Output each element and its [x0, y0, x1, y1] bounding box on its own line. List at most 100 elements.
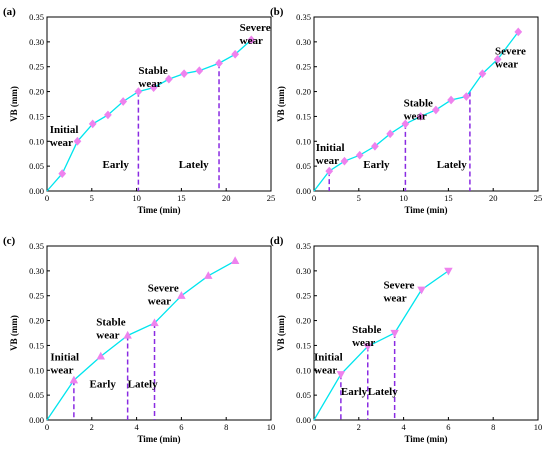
stage-annotation: wear: [138, 78, 161, 90]
data-point-marker: [416, 112, 425, 121]
stage-annotation: Lately: [179, 159, 209, 171]
x-tick-label: 4: [134, 422, 139, 432]
panel-label: (a): [3, 6, 16, 18]
data-point-marker: [363, 343, 373, 352]
y-tick-label: 0.00: [296, 186, 311, 196]
plot-frame: [313, 16, 539, 192]
panel-d: 0 2 4 6 8 10 0.00 0.05 0.10 0.15 0.20 0.25 0.30 0.35 T…: [270, 235, 542, 444]
panel-label: (d): [270, 235, 284, 247]
y-tick-label: 0.25: [29, 62, 44, 72]
stage-annotation: wear: [314, 364, 337, 376]
stage-annotation: Initial: [50, 124, 79, 136]
stage-annotation: wear: [50, 364, 73, 376]
x-axis-title: Time (min): [404, 434, 447, 444]
data-point-marker: [96, 351, 106, 360]
x-tick-label: 15: [177, 193, 186, 203]
y-tick-label: 0.05: [29, 390, 44, 400]
stage-annotation: Stable: [138, 65, 167, 77]
stage-annotation: Stable: [404, 97, 433, 109]
data-point-marker: [180, 69, 188, 79]
y-tick-label: 0.00: [296, 415, 311, 425]
data-point-marker: [478, 69, 487, 79]
y-tick-label: 0.20: [296, 87, 311, 97]
x-tick-label: 0: [45, 193, 49, 203]
stage-annotation: Early: [363, 159, 390, 171]
stage-annotation: Stable: [96, 317, 125, 329]
x-tick-label: 5: [90, 193, 94, 203]
y-tick-label: 0.30: [296, 37, 311, 47]
y-tick-label: 0.30: [29, 266, 44, 276]
x-tick-label: 0: [312, 422, 316, 432]
panel-label: (b): [270, 6, 284, 18]
panel-c: 0 2 4 6 8 10 0.00 0.05 0.10 0.15 0.20 0.25 0.30 0.35 T…: [3, 235, 275, 444]
data-point-marker: [336, 371, 346, 379]
data-point-marker: [134, 87, 143, 96]
panel-b: 0 5 10 15 20 25 0.00 0.05 0.10 0.15 0.20 0.25 0.30 0.…: [270, 6, 542, 215]
data-point-marker: [215, 58, 223, 68]
wear-curve-line: [313, 270, 449, 421]
stage-annotation: Lately: [368, 386, 398, 398]
data-point-marker: [69, 375, 79, 384]
data-point-marker: [390, 329, 399, 338]
y-axis-title: VB (mm): [276, 315, 286, 351]
data-point-marker: [247, 35, 256, 45]
y-tick-label: 0.20: [29, 316, 44, 326]
x-axis-title: Time (min): [404, 205, 447, 215]
data-point-marker: [371, 141, 379, 151]
stage-annotation: wear: [404, 110, 427, 122]
y-tick-label: 0.35: [29, 241, 44, 251]
y-axis-title: VB (mm): [9, 315, 19, 351]
y-tick-label: 0.20: [296, 316, 311, 326]
y-tick-label: 0.30: [29, 37, 44, 47]
y-tick-label: 0.25: [296, 291, 311, 301]
y-tick-label: 0.15: [29, 340, 44, 350]
stage-annotation: Initial: [50, 351, 79, 363]
y-tick-label: 0.05: [29, 161, 44, 171]
stage-annotation: Early: [103, 159, 130, 171]
x-tick-label: 20: [222, 193, 231, 203]
data-point-marker: [177, 291, 186, 299]
data-point-marker: [386, 129, 395, 139]
y-tick-label: 0.20: [29, 87, 44, 97]
x-tick-label: 4: [401, 422, 406, 432]
data-point-marker: [444, 267, 453, 276]
x-tick-label: 8: [491, 422, 495, 432]
plot-frame: [46, 245, 272, 421]
data-point-marker: [231, 49, 240, 59]
stage-annotation: Initial: [314, 351, 343, 363]
stage-annotation: Severe: [148, 283, 179, 295]
data-point-marker: [149, 83, 158, 92]
data-point-marker: [340, 156, 349, 166]
panel-label: (c): [3, 235, 16, 247]
x-tick-label: 15: [444, 193, 453, 203]
plot-frame: [313, 245, 539, 421]
plot-frame: [46, 16, 272, 192]
stage-annotation: Severe: [495, 45, 526, 57]
x-axis-title: Time (min): [137, 205, 180, 215]
y-tick-label: 0.05: [296, 161, 311, 171]
x-tick-label: 2: [90, 422, 94, 432]
x-tick-label: 10: [399, 193, 408, 203]
stage-annotation: Initial: [316, 142, 345, 154]
data-point-marker: [462, 92, 471, 101]
wear-curve-line: [46, 39, 252, 192]
y-tick-label: 0.25: [296, 62, 311, 72]
y-tick-label: 0.10: [29, 365, 44, 375]
y-axis-title: VB (mm): [276, 86, 286, 122]
y-tick-label: 0.30: [296, 266, 311, 276]
data-point-marker: [204, 271, 213, 279]
panel-a: 0 5 10 15 20 25 0.00 0.05 0.10 0.15 0.20 0.25 0.30 0.…: [3, 6, 275, 215]
x-tick-label: 20: [489, 193, 498, 203]
data-point-marker: [325, 166, 334, 176]
data-point-marker: [119, 97, 128, 106]
x-tick-label: 10: [534, 422, 543, 432]
stage-annotation: Lately: [437, 159, 467, 171]
stage-annotation: wear: [50, 137, 73, 149]
stage-annotation: Early: [90, 379, 117, 391]
data-point-marker: [195, 66, 204, 76]
y-tick-label: 0.15: [296, 111, 311, 121]
x-tick-label: 10: [267, 422, 276, 432]
x-tick-label: 25: [267, 193, 276, 203]
y-tick-label: 0.10: [296, 136, 311, 146]
y-tick-label: 0.05: [296, 390, 311, 400]
